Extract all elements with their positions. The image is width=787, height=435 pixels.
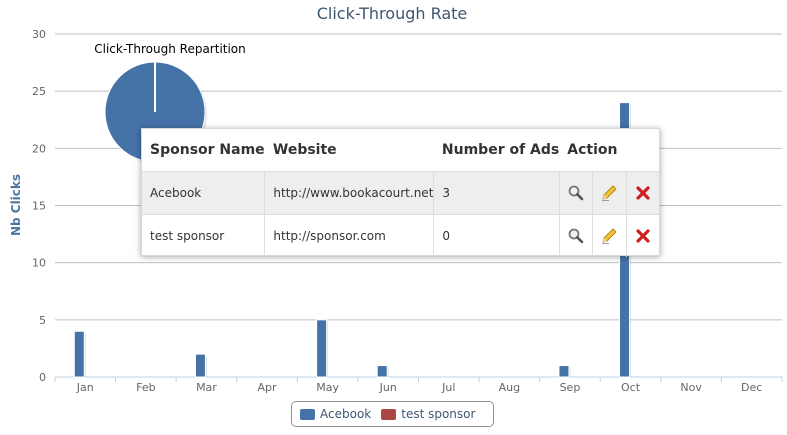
cell-sponsor-name: test sponsor xyxy=(142,214,265,257)
x-axis: Jan Feb Mar Apr May Jun Jul Aug Sep Oct Nov Dec xyxy=(54,376,783,394)
pencil-icon[interactable] xyxy=(600,227,618,245)
x-tick-label: Sep xyxy=(560,381,581,394)
header-action: Action xyxy=(567,142,618,158)
x-tick-label: Apr xyxy=(258,381,278,394)
cell-ads: 0 xyxy=(433,214,560,257)
x-tick-label: Aug xyxy=(499,381,520,394)
x-tick-label: May xyxy=(316,381,339,394)
legend-swatch xyxy=(381,408,397,420)
magnifier-icon[interactable] xyxy=(567,227,585,245)
chart-title: Click-Through Rate xyxy=(317,4,468,23)
y-tick-label: 10 xyxy=(32,257,46,270)
x-tick-label: Jan xyxy=(76,381,94,394)
cell-ads: 3 xyxy=(433,171,560,215)
y-tick-label: 15 xyxy=(32,200,46,213)
header-number-of-ads: Number of Ads xyxy=(441,142,560,158)
sponsor-table-popup: Sponsor Name Website Number of Ads Actio… xyxy=(141,128,660,257)
x-tick-label: Dec xyxy=(741,381,762,394)
x-tick-label: Nov xyxy=(680,381,702,394)
legend-item-test-sponsor[interactable]: test sponsor xyxy=(381,407,475,421)
x-tick-label: Feb xyxy=(136,381,155,394)
delete-action xyxy=(625,171,659,215)
bar[interactable] xyxy=(316,319,328,378)
edit-action xyxy=(592,214,627,257)
table-row: Acebook http://www.bookacourt.net 3 xyxy=(142,171,659,215)
table-header-row: Sponsor Name Website Number of Ads Actio… xyxy=(142,129,659,172)
pie-title: Click-Through Repartition xyxy=(94,42,246,56)
legend-label: Acebook xyxy=(320,407,372,421)
header-sponsor-name: Sponsor Name xyxy=(150,142,265,158)
y-axis-ticks: 0 5 10 15 20 25 30 xyxy=(32,28,46,384)
y-tick-label: 30 xyxy=(32,28,46,41)
legend-swatch xyxy=(300,408,315,420)
cell-website: http://www.bookacourt.net xyxy=(264,171,434,215)
bar[interactable] xyxy=(194,353,206,378)
delete-icon[interactable] xyxy=(634,184,652,202)
view-action xyxy=(558,214,593,257)
sponsor-table: Sponsor Name Website Number of Ads Actio… xyxy=(142,129,659,257)
y-tick-label: 5 xyxy=(39,314,46,327)
legend-label: test sponsor xyxy=(401,407,476,421)
bar[interactable] xyxy=(73,330,85,378)
y-tick-label: 20 xyxy=(32,142,46,155)
y-tick-label: 0 xyxy=(39,371,46,384)
cell-sponsor-name: Acebook xyxy=(142,171,265,215)
edit-action xyxy=(592,171,627,215)
y-tick-label: 25 xyxy=(32,85,46,98)
pencil-icon[interactable] xyxy=(600,184,618,202)
y-axis-title: Nb Clicks xyxy=(9,174,23,236)
legend-item-acebook[interactable]: Acebook xyxy=(300,407,371,421)
cell-website: http://sponsor.com xyxy=(264,214,434,257)
x-tick-label: Oct xyxy=(621,381,641,394)
delete-action xyxy=(625,214,659,257)
chart-legend: Acebook test sponsor xyxy=(291,401,494,427)
view-action xyxy=(558,171,593,215)
x-tick-label: Jul xyxy=(441,381,455,394)
x-tick-label: Jun xyxy=(379,381,397,394)
delete-icon[interactable] xyxy=(634,227,652,245)
header-website: Website xyxy=(272,142,337,158)
table-row: test sponsor http://sponsor.com 0 xyxy=(142,214,659,257)
bar[interactable] xyxy=(558,365,570,378)
magnifier-icon[interactable] xyxy=(567,184,585,202)
x-tick-label: Mar xyxy=(196,381,217,394)
bar[interactable] xyxy=(376,365,388,378)
